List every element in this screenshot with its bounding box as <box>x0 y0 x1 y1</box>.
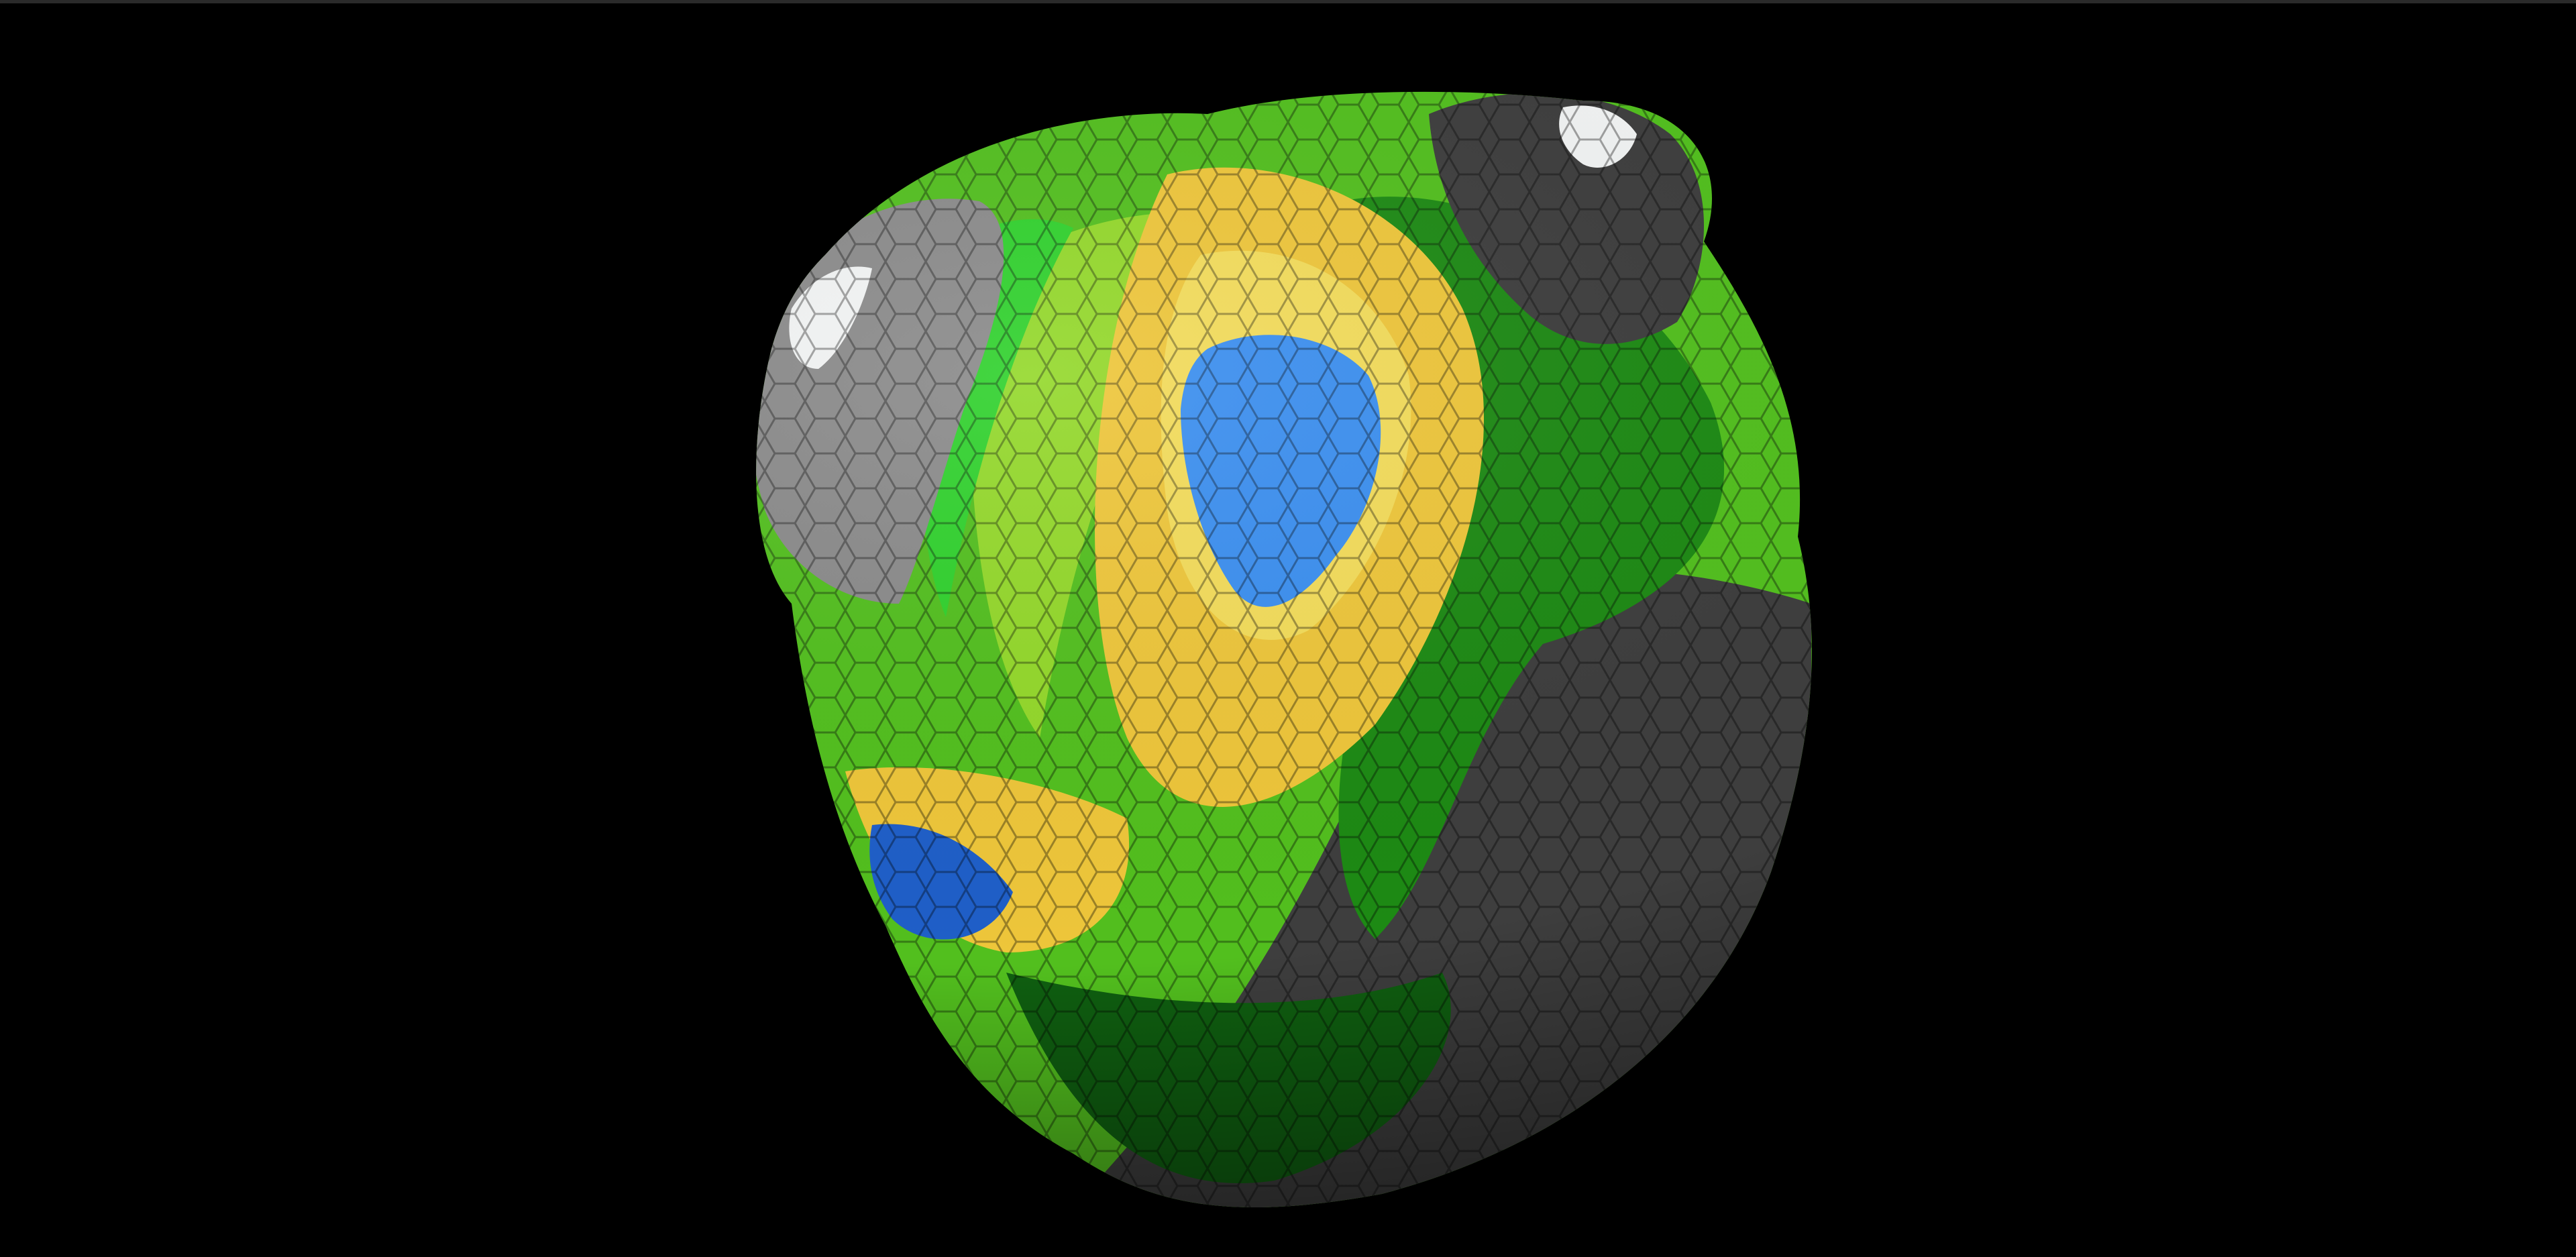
window-top-border <box>0 0 2576 3</box>
